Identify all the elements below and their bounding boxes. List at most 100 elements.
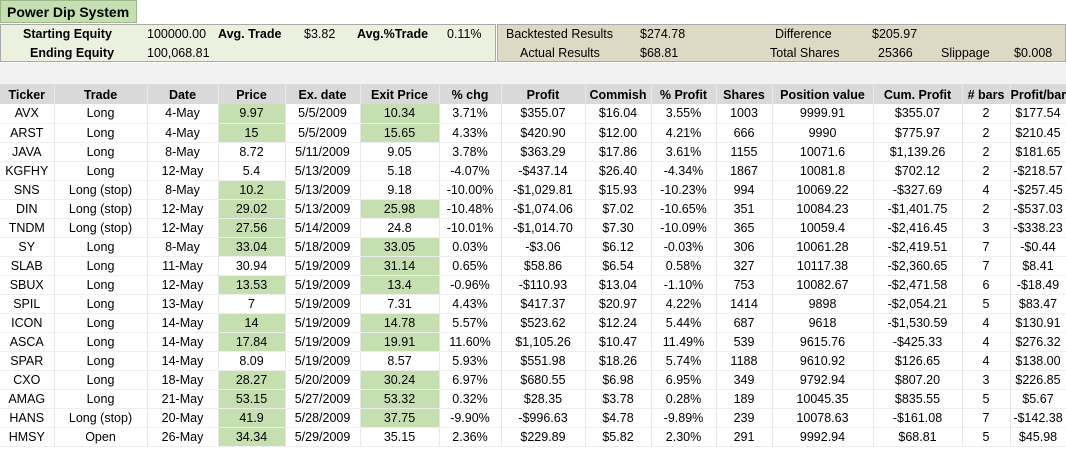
cell-bars: 7 [962,237,1011,257]
slippage-label: Slippage [941,46,990,60]
cell-profit-per-bar: -$0.44 [1010,237,1066,257]
actual-label: Actual Results [520,46,600,60]
cell-shares: 291 [716,427,773,447]
cell-cum-profit: -$425.33 [873,332,963,352]
cell-pct-profit: 6.95% [651,370,717,390]
table-row: SNS Long (stop) 8-May 10.2 5/13/2009 9.18 -10.… [0,180,1066,200]
cell-price: 5.4 [218,161,286,181]
cell-profit: $363.29 [501,142,586,162]
table-row: TNDM Long (stop) 12-May 27.56 5/14/2009 24.8-… [0,218,1066,238]
cell-ticker: DIN [0,199,55,219]
table-row: HANS Long (stop) 20-May 41.9 5/28/2009 37.75-… [0,408,1066,428]
cell-date: 21-May [147,389,219,409]
cell-ticker: SPIL [0,294,55,314]
column-header-pct-profit: % Profit [651,85,717,104]
cell-price: 30.94 [218,256,286,276]
cell-commish: $18.26 [585,351,652,371]
cell-ex-date: 5/13/2009 [285,161,361,181]
column-header-position-value: Position value [772,85,874,104]
cell-pct-chg: -10.48% [439,199,502,219]
column-header-pct-chg: % chg [439,85,502,104]
cell-price: 14 [218,313,286,333]
avg-pct-trade-value: 0.11% [447,27,482,41]
cell-commish: $13.04 [585,275,652,295]
column-header-price: Price [218,85,286,104]
cell-profit: $420.90 [501,123,586,143]
cell-position-value: 9618 [772,313,874,333]
cell-date: 14-May [147,351,219,371]
cell-commish: $16.04 [585,104,652,124]
cell-exit-price: 35.15 [360,427,440,447]
cell-position-value: 10059.4 [772,218,874,238]
slippage-value: $0.008 [1014,46,1053,60]
cell-date: 4-May [147,123,219,143]
trades-table: Ticker Trade Date Price Ex. date Exit Price% … [0,85,1066,447]
cell-exit-price: 7.31 [360,294,440,314]
cell-pct-profit: 0.28% [651,389,717,409]
cell-commish: $6.54 [585,256,652,276]
cell-trade: Long (stop) [54,199,148,219]
summary-left-panel: Starting Equity 100000.00 Avg. Trade $3.… [0,24,496,62]
cell-ticker: CXO [0,370,55,390]
cell-cum-profit: -$2,416.45 [873,218,963,238]
cell-exit-price: 31.14 [360,256,440,276]
cell-profit-per-bar: $210.45 [1010,123,1066,143]
cell-position-value: 9992.94 [772,427,874,447]
cell-commish: $5.82 [585,427,652,447]
cell-ex-date: 5/29/2009 [285,427,361,447]
cell-shares: 539 [716,332,773,352]
cell-commish: $17.86 [585,142,652,162]
column-header-commish: Commish [585,85,652,104]
cell-commish: $20.97 [585,294,652,314]
cell-trade: Long [54,142,148,162]
cell-position-value: 10045.35 [772,389,874,409]
ending-equity-value: 100,068.81 [147,46,210,60]
cell-pct-chg: 6.97% [439,370,502,390]
cell-position-value: 9792.94 [772,370,874,390]
cell-exit-price: 37.75 [360,408,440,428]
cell-commish: $6.98 [585,370,652,390]
cell-pct-profit: 5.74% [651,351,717,371]
cell-cum-profit: $355.07 [873,104,963,124]
cell-bars: 5 [962,389,1011,409]
cell-trade: Long (stop) [54,180,148,200]
cell-cum-profit: $835.55 [873,389,963,409]
cell-commish: $6.12 [585,237,652,257]
cell-shares: 1867 [716,161,773,181]
cell-price: 8.72 [218,142,286,162]
cell-profit-per-bar: $8.41 [1010,256,1066,276]
cell-exit-price: 14.78 [360,313,440,333]
cell-shares: 306 [716,237,773,257]
cell-shares: 687 [716,313,773,333]
cell-exit-price: 53.32 [360,389,440,409]
cell-profit-per-bar: $181.65 [1010,142,1066,162]
cell-exit-price: 13.4 [360,275,440,295]
cell-price: 8.09 [218,351,286,371]
cell-bars: 4 [962,313,1011,333]
cell-profit: -$1,014.70 [501,218,586,238]
cell-pct-profit: -4.34% [651,161,717,181]
table-row: SLAB Long 11-May 30.94 5/19/2009 31.14 0.65% $5… [0,256,1066,276]
starting-equity-value: 100000.00 [147,27,207,41]
cell-pct-profit: -10.09% [651,218,717,238]
cell-shares: 994 [716,180,773,200]
cell-position-value: 9990 [772,123,874,143]
cell-ticker: HANS [0,408,55,428]
cell-pct-profit: -9.89% [651,408,717,428]
table-row: KGFHY Long 12-May 5.4 5/13/2009 5.18 -4.07% -$4… [0,161,1066,181]
cell-bars: 7 [962,408,1011,428]
cell-price: 13.53 [218,275,286,295]
cell-pct-profit: 2.30% [651,427,717,447]
cell-position-value: 9615.76 [772,332,874,352]
table-body: AVX Long 4-May 9.97 5/5/2009 10.34 3.71% $355.0… [0,104,1066,447]
cell-ex-date: 5/13/2009 [285,199,361,219]
cell-pct-chg: 3.71% [439,104,502,124]
cell-bars: 4 [962,180,1011,200]
cell-date: 8-May [147,180,219,200]
cell-position-value: 10078.63 [772,408,874,428]
cell-trade: Long [54,161,148,181]
cell-price: 15 [218,123,286,143]
cell-profit: $1,105.26 [501,332,586,352]
cell-ticker: ASCA [0,332,55,352]
cell-ex-date: 5/19/2009 [285,256,361,276]
